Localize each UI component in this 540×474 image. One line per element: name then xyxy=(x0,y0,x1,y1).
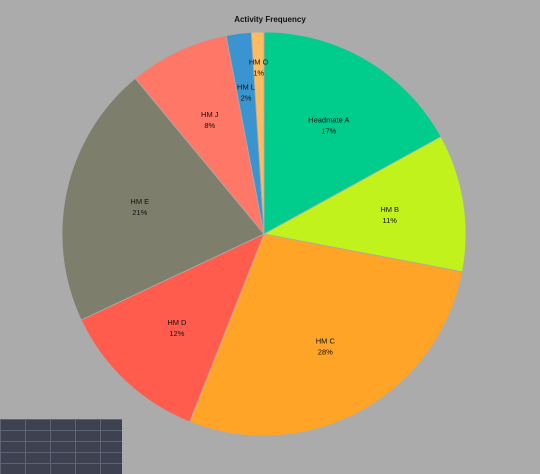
slice-label-hm-d: HM D xyxy=(167,318,187,327)
pie-slice-hm-j xyxy=(134,35,265,235)
slice-label-hm-j: HM J xyxy=(201,110,219,119)
slice-label-headmate-a: Headmate A xyxy=(308,116,349,125)
slice-percent-hm-d: 12% xyxy=(169,329,184,338)
slice-percent-hm-b: 11% xyxy=(382,216,397,225)
slice-percent-headmate-a: 17% xyxy=(321,127,336,136)
pie-slice-hm-b xyxy=(262,136,467,273)
slice-percent-hm-e: 21% xyxy=(132,208,147,217)
pie-slice-headmate-a xyxy=(263,31,442,235)
slice-label-hm-o: HM O xyxy=(249,57,269,66)
slice-percent-hm-c: 28% xyxy=(318,348,333,357)
slice-label-hm-e: HM E xyxy=(130,197,149,206)
slice-percent-hm-l: 2% xyxy=(241,94,252,103)
chart-title: Activity Frequency xyxy=(234,15,306,24)
slice-percent-hm-o: 1% xyxy=(253,68,264,77)
pie-slice-hm-e xyxy=(61,77,265,321)
pie-slice-hm-c xyxy=(189,233,463,437)
slice-label-hm-l: HM L xyxy=(237,83,255,92)
pie-slice-hm-d xyxy=(80,233,265,423)
grid-panel xyxy=(0,419,122,474)
slice-percent-hm-j: 8% xyxy=(204,121,215,130)
slice-label-hm-c: HM C xyxy=(316,337,336,346)
slice-label-hm-b: HM B xyxy=(380,205,399,214)
pie-slice-hm-o xyxy=(250,31,265,235)
